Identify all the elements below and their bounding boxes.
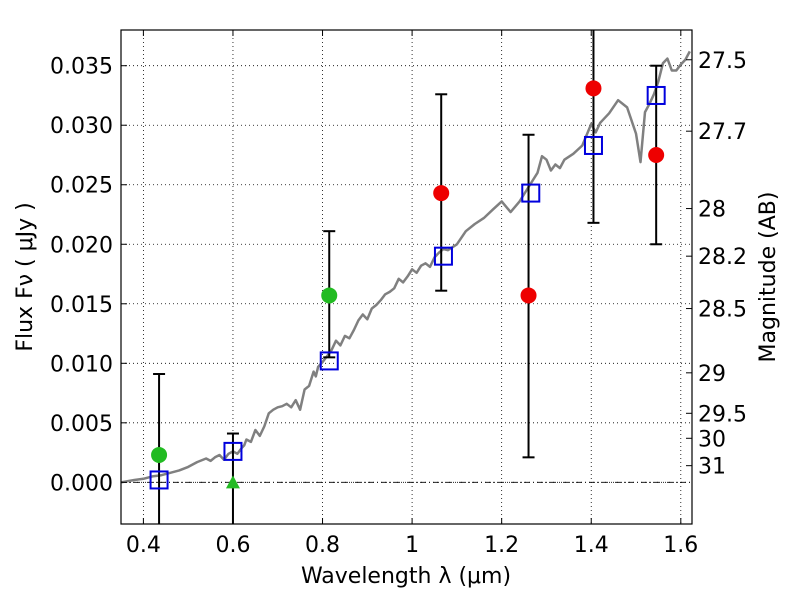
y2-tick-label: 28.2 — [698, 245, 747, 270]
plot-frame-rect — [120, 29, 693, 525]
y2-axis-title: Magnitude (AB) — [756, 192, 781, 363]
y2-tick-label: 29 — [698, 362, 726, 387]
y2-tick-label: 27.7 — [698, 120, 747, 145]
y-axis-title: Flux Fν ( μJy ) — [13, 202, 38, 351]
y2-tick-label: 28.5 — [698, 298, 747, 323]
x-tick-label: 0.4 — [126, 533, 161, 558]
data-point-square — [149, 470, 169, 490]
data-point-circle — [648, 146, 665, 163]
y-tick-label: 0.035 — [50, 55, 113, 80]
y-tick-label: 0.010 — [50, 352, 113, 377]
y-tick-label: 0.005 — [50, 412, 113, 437]
x-tick-label: 1.2 — [484, 533, 519, 558]
template-spectrum — [120, 50, 691, 484]
data-point-circle — [321, 287, 338, 304]
y2-tick-label: 30 — [698, 427, 726, 452]
y-tick-label: 0.015 — [50, 293, 113, 318]
data-point-square — [583, 135, 603, 155]
y-axis-ticks: 0.000 0.005 0.010 0.015 0.020 0.025 0.030 0.035 — [50, 55, 127, 496]
data-point-circle — [585, 80, 602, 97]
x-tick-label: 0.6 — [215, 533, 250, 558]
data-point-square — [433, 246, 453, 266]
y2-axis-ticks: 27.5 27.7 28 28.2 28.5 29 29.530 31 — [686, 49, 747, 480]
y2-tick-label: 29.5 — [698, 402, 747, 427]
data-point-square — [521, 183, 541, 203]
x-tick-label: 1.4 — [574, 533, 609, 558]
x-tick-label: 1 — [405, 533, 419, 558]
y-tick-label: 0.030 — [50, 114, 113, 139]
spectrum-line — [120, 50, 691, 484]
y2-tick-label: 28 — [698, 198, 726, 223]
y-tick-label: 0.025 — [50, 174, 113, 199]
y-tick-label: 0.020 — [50, 233, 113, 258]
x-tick-label: 1.6 — [663, 533, 698, 558]
data-point-square — [223, 441, 243, 461]
data-point-circle — [151, 446, 168, 463]
data-point-square — [646, 85, 666, 105]
data-markers — [149, 80, 666, 490]
data-point-circle — [520, 287, 537, 304]
data-point-triangle — [225, 475, 240, 489]
plot-frame — [120, 29, 693, 525]
x-tick-label: 0.8 — [305, 533, 340, 558]
data-point-square — [319, 351, 339, 371]
y2-tick-label: 27.5 — [698, 49, 747, 74]
x-axis-title: Wavelength λ (μm) — [301, 564, 511, 589]
data-point-circle — [433, 185, 450, 202]
x-axis-ticks: 0.4 0.6 0.8 1 1.2 1.4 1.6 — [126, 30, 698, 558]
y-tick-label: 0.000 — [50, 471, 113, 496]
y2-tick-label: 31 — [698, 455, 726, 480]
